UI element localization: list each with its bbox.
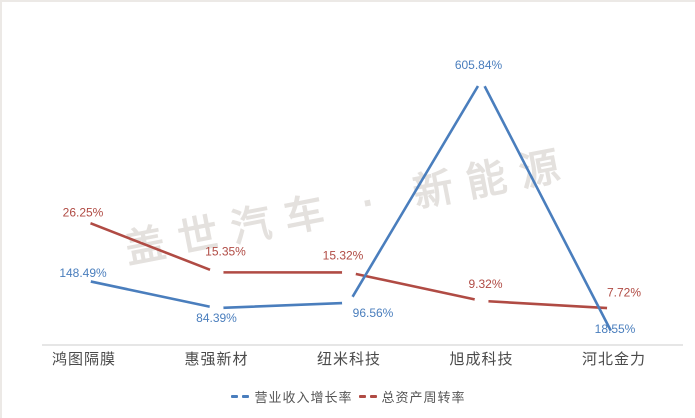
legend-item-revenue-growth-rate[interactable]: 营业收入增长率 <box>231 387 352 406</box>
revenue-growth-rate-point-0 <box>77 273 91 288</box>
x-axis-label-0: 鸿图隔膜 <box>52 351 116 368</box>
revenue-growth-rate-value-label-1: 84.39% <box>196 311 237 325</box>
legend-label: 总资产周转率 <box>381 390 466 405</box>
total-asset-turnover-value-label-2: 15.32% <box>323 248 364 262</box>
revenue-growth-rate-point-2 <box>342 295 356 310</box>
line-series-icon <box>231 395 250 398</box>
x-axis-label-1: 惠强新材 <box>184 351 248 368</box>
total-asset-turnover-value-label-3: 9.32% <box>468 277 502 291</box>
total-asset-turnover-point-4 <box>607 301 621 316</box>
total-asset-turnover-value-label-0: 26.25% <box>63 206 104 220</box>
legend: 营业收入增长率 总资产周转率 <box>2 387 695 406</box>
revenue-growth-rate-point-3 <box>474 73 489 88</box>
revenue-growth-rate-value-label-2: 96.56% <box>353 306 394 320</box>
total-asset-turnover-value-label-4: 7.72% <box>607 285 641 299</box>
revenue-growth-rate-point-1 <box>209 301 224 316</box>
total-asset-turnover-point-3 <box>474 293 489 308</box>
revenue-growth-rate-point-4 <box>607 329 621 344</box>
revenue-growth-rate-value-label-0: 148.49% <box>59 266 107 280</box>
legend-label: 营业收入增长率 <box>254 390 353 405</box>
total-asset-turnover-value-label-1: 15.35% <box>205 244 246 258</box>
line-series-icon <box>358 395 377 398</box>
x-axis-label-2: 纽米科技 <box>317 351 381 368</box>
x-axis-label-4: 河北金力 <box>582 351 646 368</box>
total-asset-turnover-point-0 <box>77 213 91 228</box>
revenue-growth-rate-value-label-4: 18.55% <box>595 322 636 336</box>
total-asset-turnover-point-1 <box>209 265 224 280</box>
revenue-growth-rate-value-label-3: 605.84% <box>455 58 503 72</box>
legend-item-total-asset-turnover[interactable]: 总资产周转率 <box>358 387 466 406</box>
total-asset-turnover-point-2 <box>342 265 356 280</box>
x-axis-label-3: 旭成科技 <box>449 351 513 368</box>
